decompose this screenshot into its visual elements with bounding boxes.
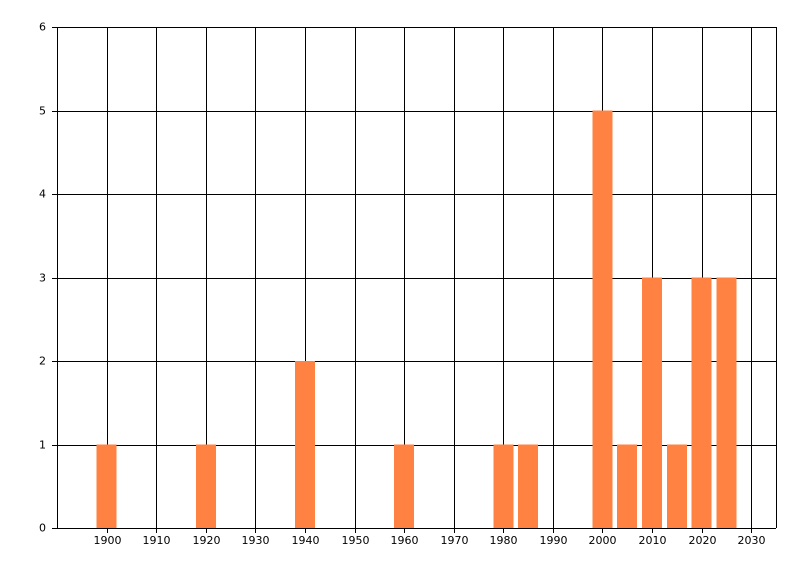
- bar: [518, 444, 539, 528]
- x-tick-label: 1920: [193, 534, 221, 547]
- x-tick-label: 1970: [441, 534, 469, 547]
- y-tick-label: 1: [39, 439, 46, 452]
- bar: [666, 444, 687, 528]
- bar: [617, 444, 638, 528]
- bar: [96, 444, 117, 528]
- x-tick-label: 2030: [738, 534, 766, 547]
- y-tick-label: 3: [39, 272, 46, 285]
- bar: [195, 444, 216, 528]
- x-tick-label: 1910: [143, 534, 171, 547]
- bar: [716, 277, 737, 528]
- x-tick-label: 2000: [589, 534, 617, 547]
- bar: [642, 277, 663, 528]
- x-tick-label: 1950: [342, 534, 370, 547]
- y-tick-label: 0: [39, 522, 46, 535]
- x-tick-label: 1940: [292, 534, 320, 547]
- x-tick-label: 1980: [490, 534, 518, 547]
- bar: [493, 444, 514, 528]
- x-tick-label: 2010: [639, 534, 667, 547]
- y-tick-label: 4: [39, 188, 46, 201]
- x-tick-label: 1900: [94, 534, 122, 547]
- bar: [592, 110, 613, 528]
- x-tick-label: 1990: [540, 534, 568, 547]
- y-tick-label: 5: [39, 105, 46, 118]
- y-tick-label: 2: [39, 355, 46, 368]
- bar: [294, 361, 315, 528]
- y-tick-label: 6: [39, 21, 46, 34]
- bar: [691, 277, 712, 528]
- x-tick-label: 1960: [391, 534, 419, 547]
- bar: [394, 444, 415, 528]
- x-tick-label: 2020: [689, 534, 717, 547]
- x-tick-label: 1930: [242, 534, 270, 547]
